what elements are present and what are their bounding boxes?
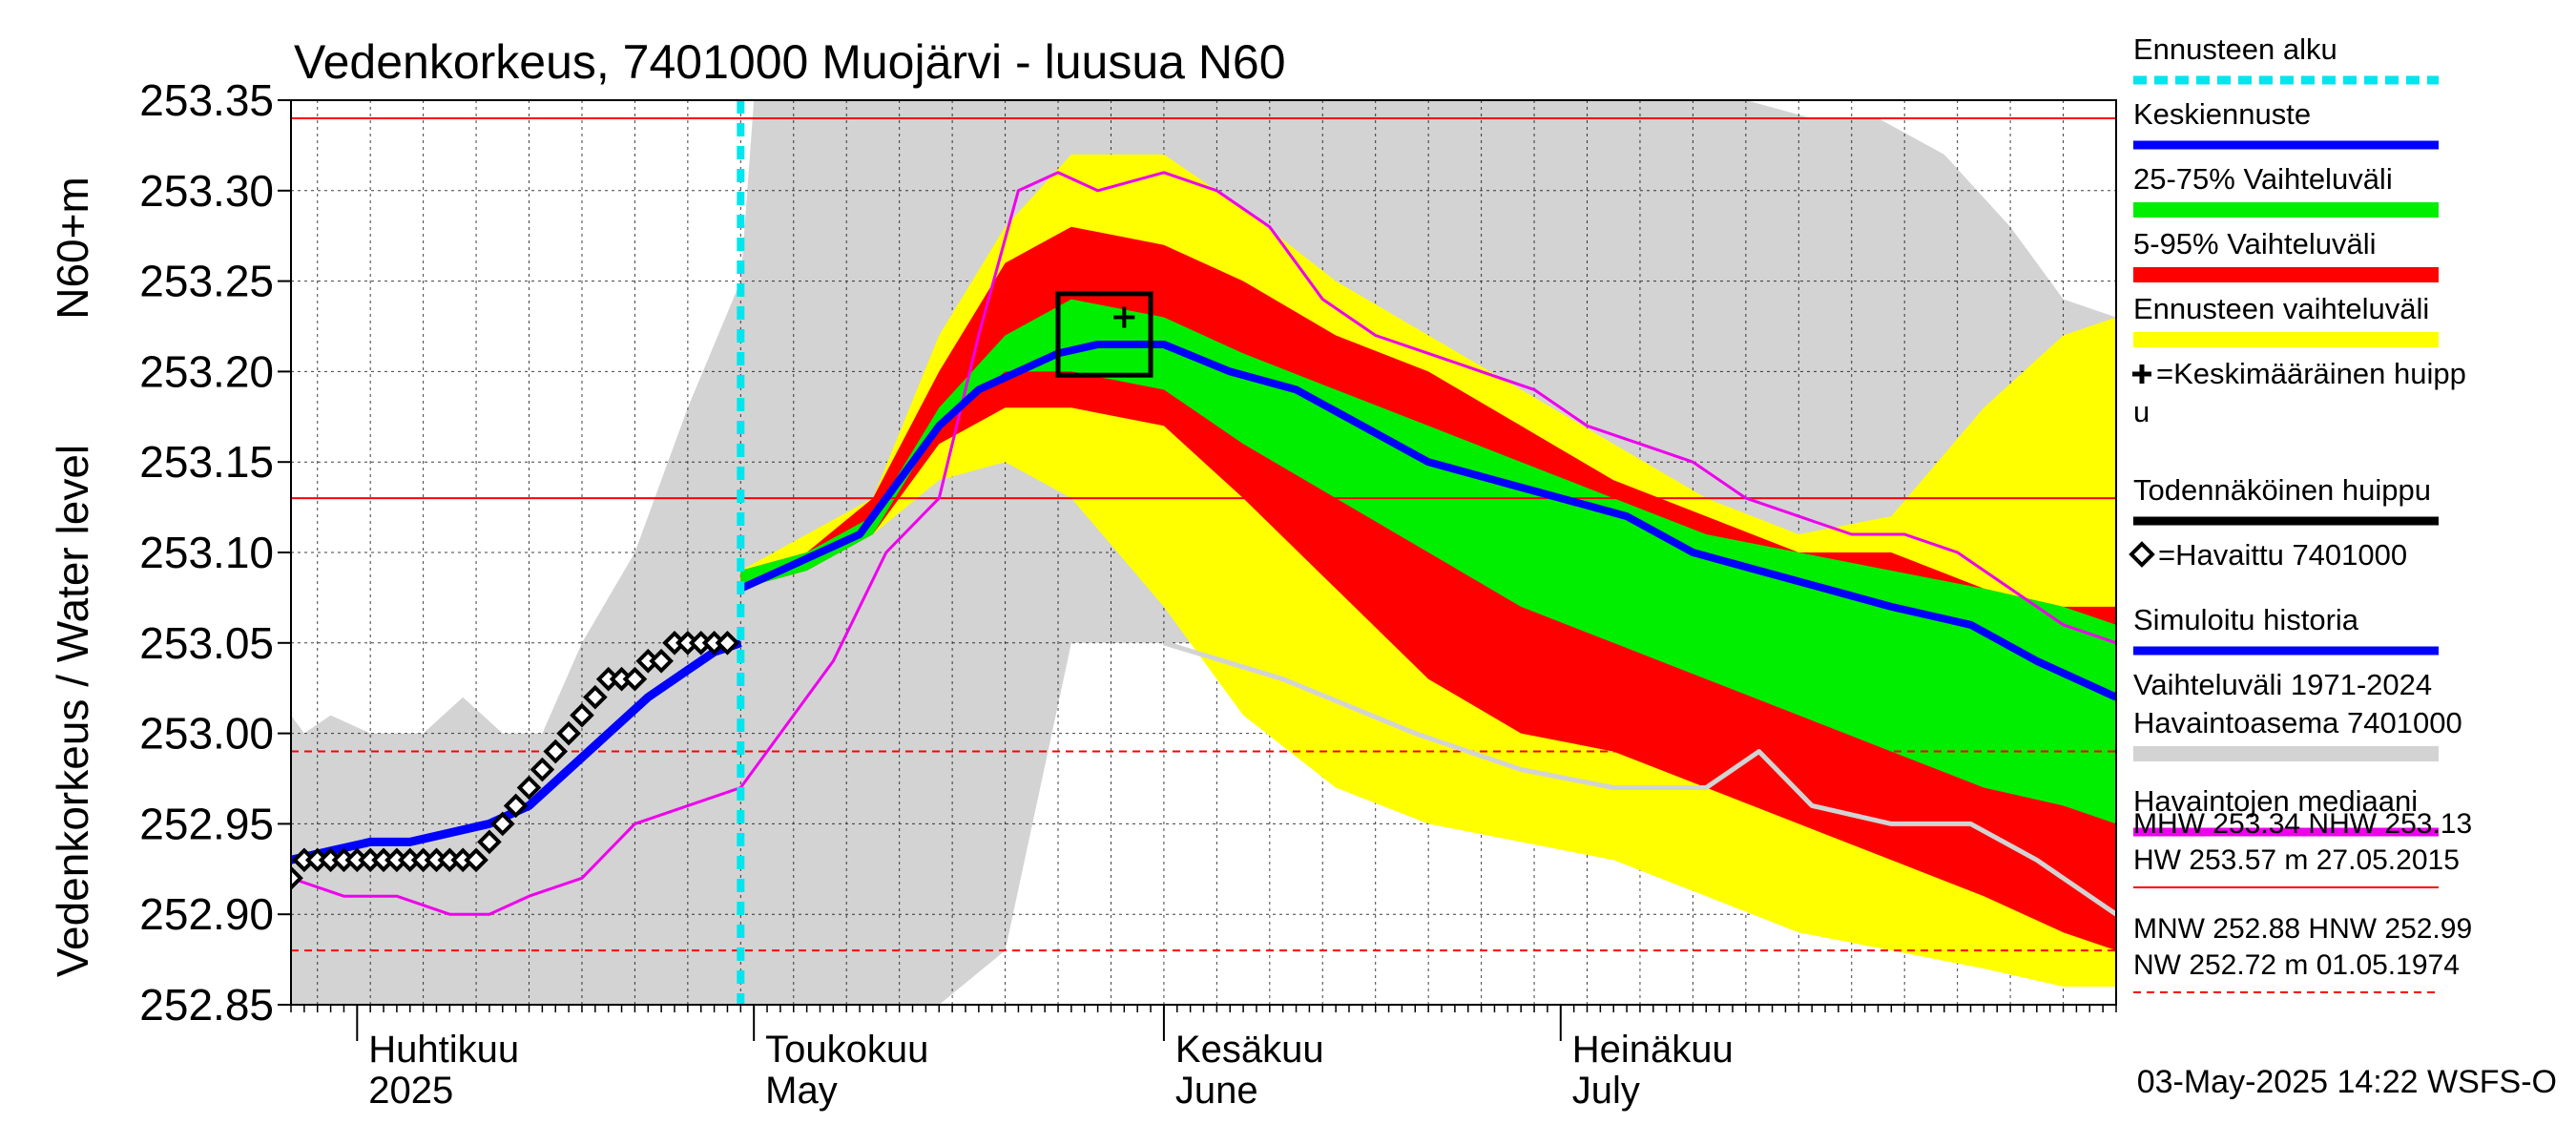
x-month-label-en: May [765, 1070, 838, 1112]
observed-point [489, 811, 515, 837]
legend-label: Simuloitu historia [2133, 603, 2359, 636]
x-month-label-en: June [1175, 1070, 1258, 1112]
observed-point [583, 684, 608, 710]
x-month-label-fi: Heinäkuu [1572, 1029, 1734, 1071]
stats-line: HW 253.57 m 27.05.2015 [2133, 844, 2460, 876]
plot-area [291, 100, 2116, 1005]
probable-peak-box [1055, 291, 1153, 378]
stats-line: MHW 253.34 NHW 253.13 [2133, 808, 2472, 840]
observed-point [556, 720, 581, 746]
stats-line: NW 252.72 m 01.05.1974 [2133, 949, 2460, 981]
stats-line: MNW 252.88 HNW 252.99 [2133, 913, 2472, 945]
observed-point [649, 648, 674, 674]
x-month-label-fi: Huhtikuu [368, 1029, 519, 1071]
legend-label: 5-95% Vaihteluväli [2133, 227, 2376, 260]
observed-range-line [1163, 640, 2116, 917]
x-month-label-fi: Kesäkuu [1175, 1029, 1324, 1071]
x-month-label-en: 2025 [368, 1070, 453, 1112]
x-month-label-en: July [1572, 1070, 1640, 1112]
legend-diamond-icon [2129, 541, 2155, 568]
legend-label: Vaihteluväli 1971-2024 [2133, 668, 2432, 701]
y-tick-label: 253.00 [139, 709, 274, 759]
observed-point [530, 757, 555, 782]
y-tick-label: 252.90 [139, 889, 274, 939]
p25-75-band [740, 299, 2116, 824]
y-tick-label: 253.35 [139, 75, 274, 125]
y-tick-label: 253.30 [139, 166, 274, 216]
axes: 253.35 253.30 253.25 253.20 253.15 253.10 253.… [139, 75, 2117, 1112]
y-tick-label: 253.15 [139, 437, 274, 487]
observed-point [291, 865, 303, 891]
observed-point [464, 847, 488, 873]
observed-point [477, 829, 502, 855]
p5-95-band [740, 226, 2116, 951]
legend: Ennusteen alku Keskiennuste 25-75% Vaihtel… [2129, 32, 2472, 993]
y-tick-label: 252.85 [139, 980, 274, 1030]
median-line [291, 171, 2116, 916]
mean-peak-marker [1113, 306, 1135, 328]
legend-label: Havaintojen mediaani [2133, 784, 2418, 818]
legend-label: Ennusteen vaihteluväli [2133, 292, 2429, 325]
y-tick-label: 253.25 [139, 257, 274, 306]
observed-point [516, 775, 542, 801]
y-tick-label: 253.20 [139, 346, 274, 396]
footer-timestamp: 03-May-2025 14:22 WSFS-O [2137, 1064, 2557, 1100]
chart-title: Vedenkorkeus, 7401000 Muojärvi - luusua … [294, 35, 1286, 89]
legend-label: u [2133, 395, 2150, 428]
simulated-history-line [291, 638, 742, 864]
legend-plus-icon [2132, 364, 2151, 384]
legend-label: =Havaittu 7401000 [2158, 538, 2407, 572]
observed-point [715, 630, 740, 656]
observed-point [543, 739, 569, 764]
legend-label: Ennusteen alku [2133, 32, 2337, 66]
observed-point [622, 666, 648, 692]
legend-label: Havaintoasema 7401000 [2133, 706, 2462, 739]
observed-point [570, 702, 594, 728]
legend-label: Todennäköinen huippu [2133, 473, 2431, 507]
y-tick-label: 253.05 [139, 618, 274, 668]
observed-point [503, 793, 529, 819]
y-axis-unit: N60+m [48, 177, 97, 320]
x-month-label-fi: Toukokuu [765, 1029, 928, 1071]
y-tick-label: 253.10 [139, 528, 274, 577]
legend-label: Keskiennuste [2133, 97, 2311, 131]
y-axis-label: Vedenkorkeus / Water level [48, 445, 97, 977]
legend-label: =Keskimääräinen huipp [2156, 357, 2466, 390]
y-tick-label: 252.95 [139, 799, 274, 848]
mean-forecast-line [738, 341, 2116, 701]
legend-label: 25-75% Vaihteluväli [2133, 162, 2393, 196]
